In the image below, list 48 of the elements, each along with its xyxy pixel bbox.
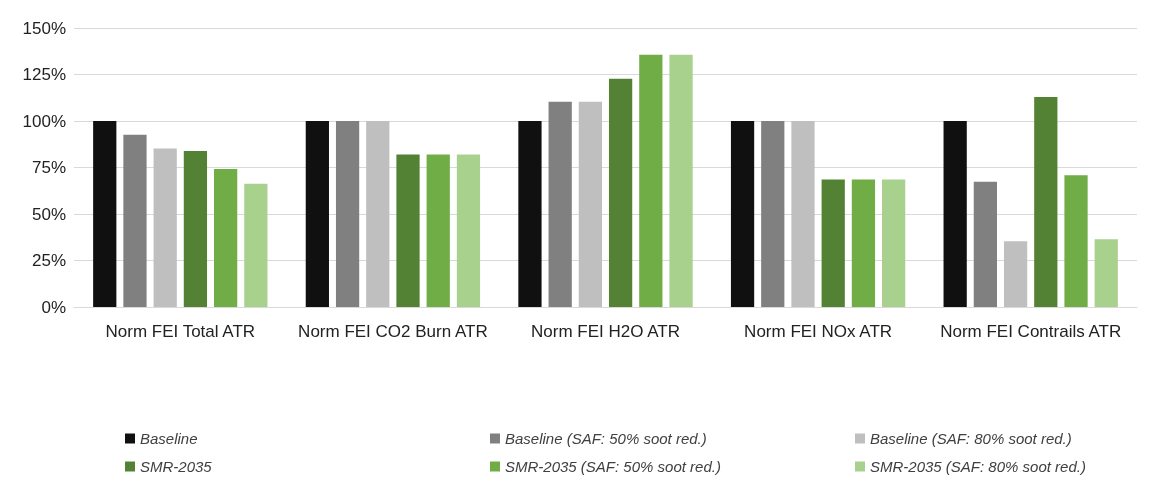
- bar: [153, 148, 177, 307]
- bar: [669, 54, 693, 307]
- bar: [730, 121, 755, 307]
- x-tick-label: Norm FEI CO2 Burn ATR: [298, 321, 488, 341]
- bar: [518, 121, 542, 307]
- legend-label: SMR-2035 (SAF: 80% soot red.): [870, 458, 1086, 475]
- x-tick-label: Norm FEI Contrails ATR: [940, 321, 1122, 341]
- y-tick-label: 0%: [41, 297, 66, 317]
- bar: [578, 101, 603, 307]
- bar: [426, 154, 450, 307]
- bar: [1034, 97, 1058, 307]
- legend-label: Baseline (SAF: 80% soot red.): [870, 430, 1072, 447]
- legend-label: Baseline (SAF: 50% soot red.): [505, 430, 707, 447]
- y-tick-label: 50%: [31, 204, 66, 224]
- bar: [548, 101, 572, 307]
- bar: [123, 134, 147, 307]
- x-tick-label: Norm FEI H2O ATR: [531, 321, 680, 341]
- bar: [1003, 241, 1028, 307]
- bar: [608, 78, 633, 307]
- bar: [214, 168, 238, 307]
- bar: [183, 150, 208, 307]
- y-tick-label: 100%: [22, 111, 66, 131]
- y-tick-label: 25%: [31, 251, 66, 270]
- bar: [851, 179, 876, 307]
- bar: [366, 121, 390, 307]
- bar: [821, 179, 845, 307]
- bar: [791, 121, 815, 307]
- legend-label: SMR-2035 (SAF: 50% soot red.): [505, 458, 721, 475]
- bar: [396, 154, 420, 307]
- bar: [456, 154, 481, 307]
- bar: [973, 181, 997, 307]
- x-tick-label: Norm FEI NOx ATR: [744, 321, 893, 341]
- bar: [882, 179, 906, 307]
- bar: [943, 121, 967, 307]
- x-tick-label: Norm FEI Total ATR: [105, 321, 256, 341]
- bar: [305, 121, 329, 307]
- bar: [1094, 239, 1118, 307]
- bar: [1064, 175, 1088, 307]
- y-tick-label: 150%: [22, 18, 66, 38]
- bar: [244, 183, 268, 307]
- y-tick-label: 125%: [22, 65, 66, 84]
- legend-label: Baseline: [140, 430, 198, 447]
- legend-label: SMR-2035: [140, 458, 213, 475]
- bar: [93, 121, 117, 307]
- bar: [761, 121, 785, 307]
- y-tick-label: 75%: [31, 158, 66, 177]
- bar: [639, 54, 663, 307]
- bar: [335, 121, 360, 307]
